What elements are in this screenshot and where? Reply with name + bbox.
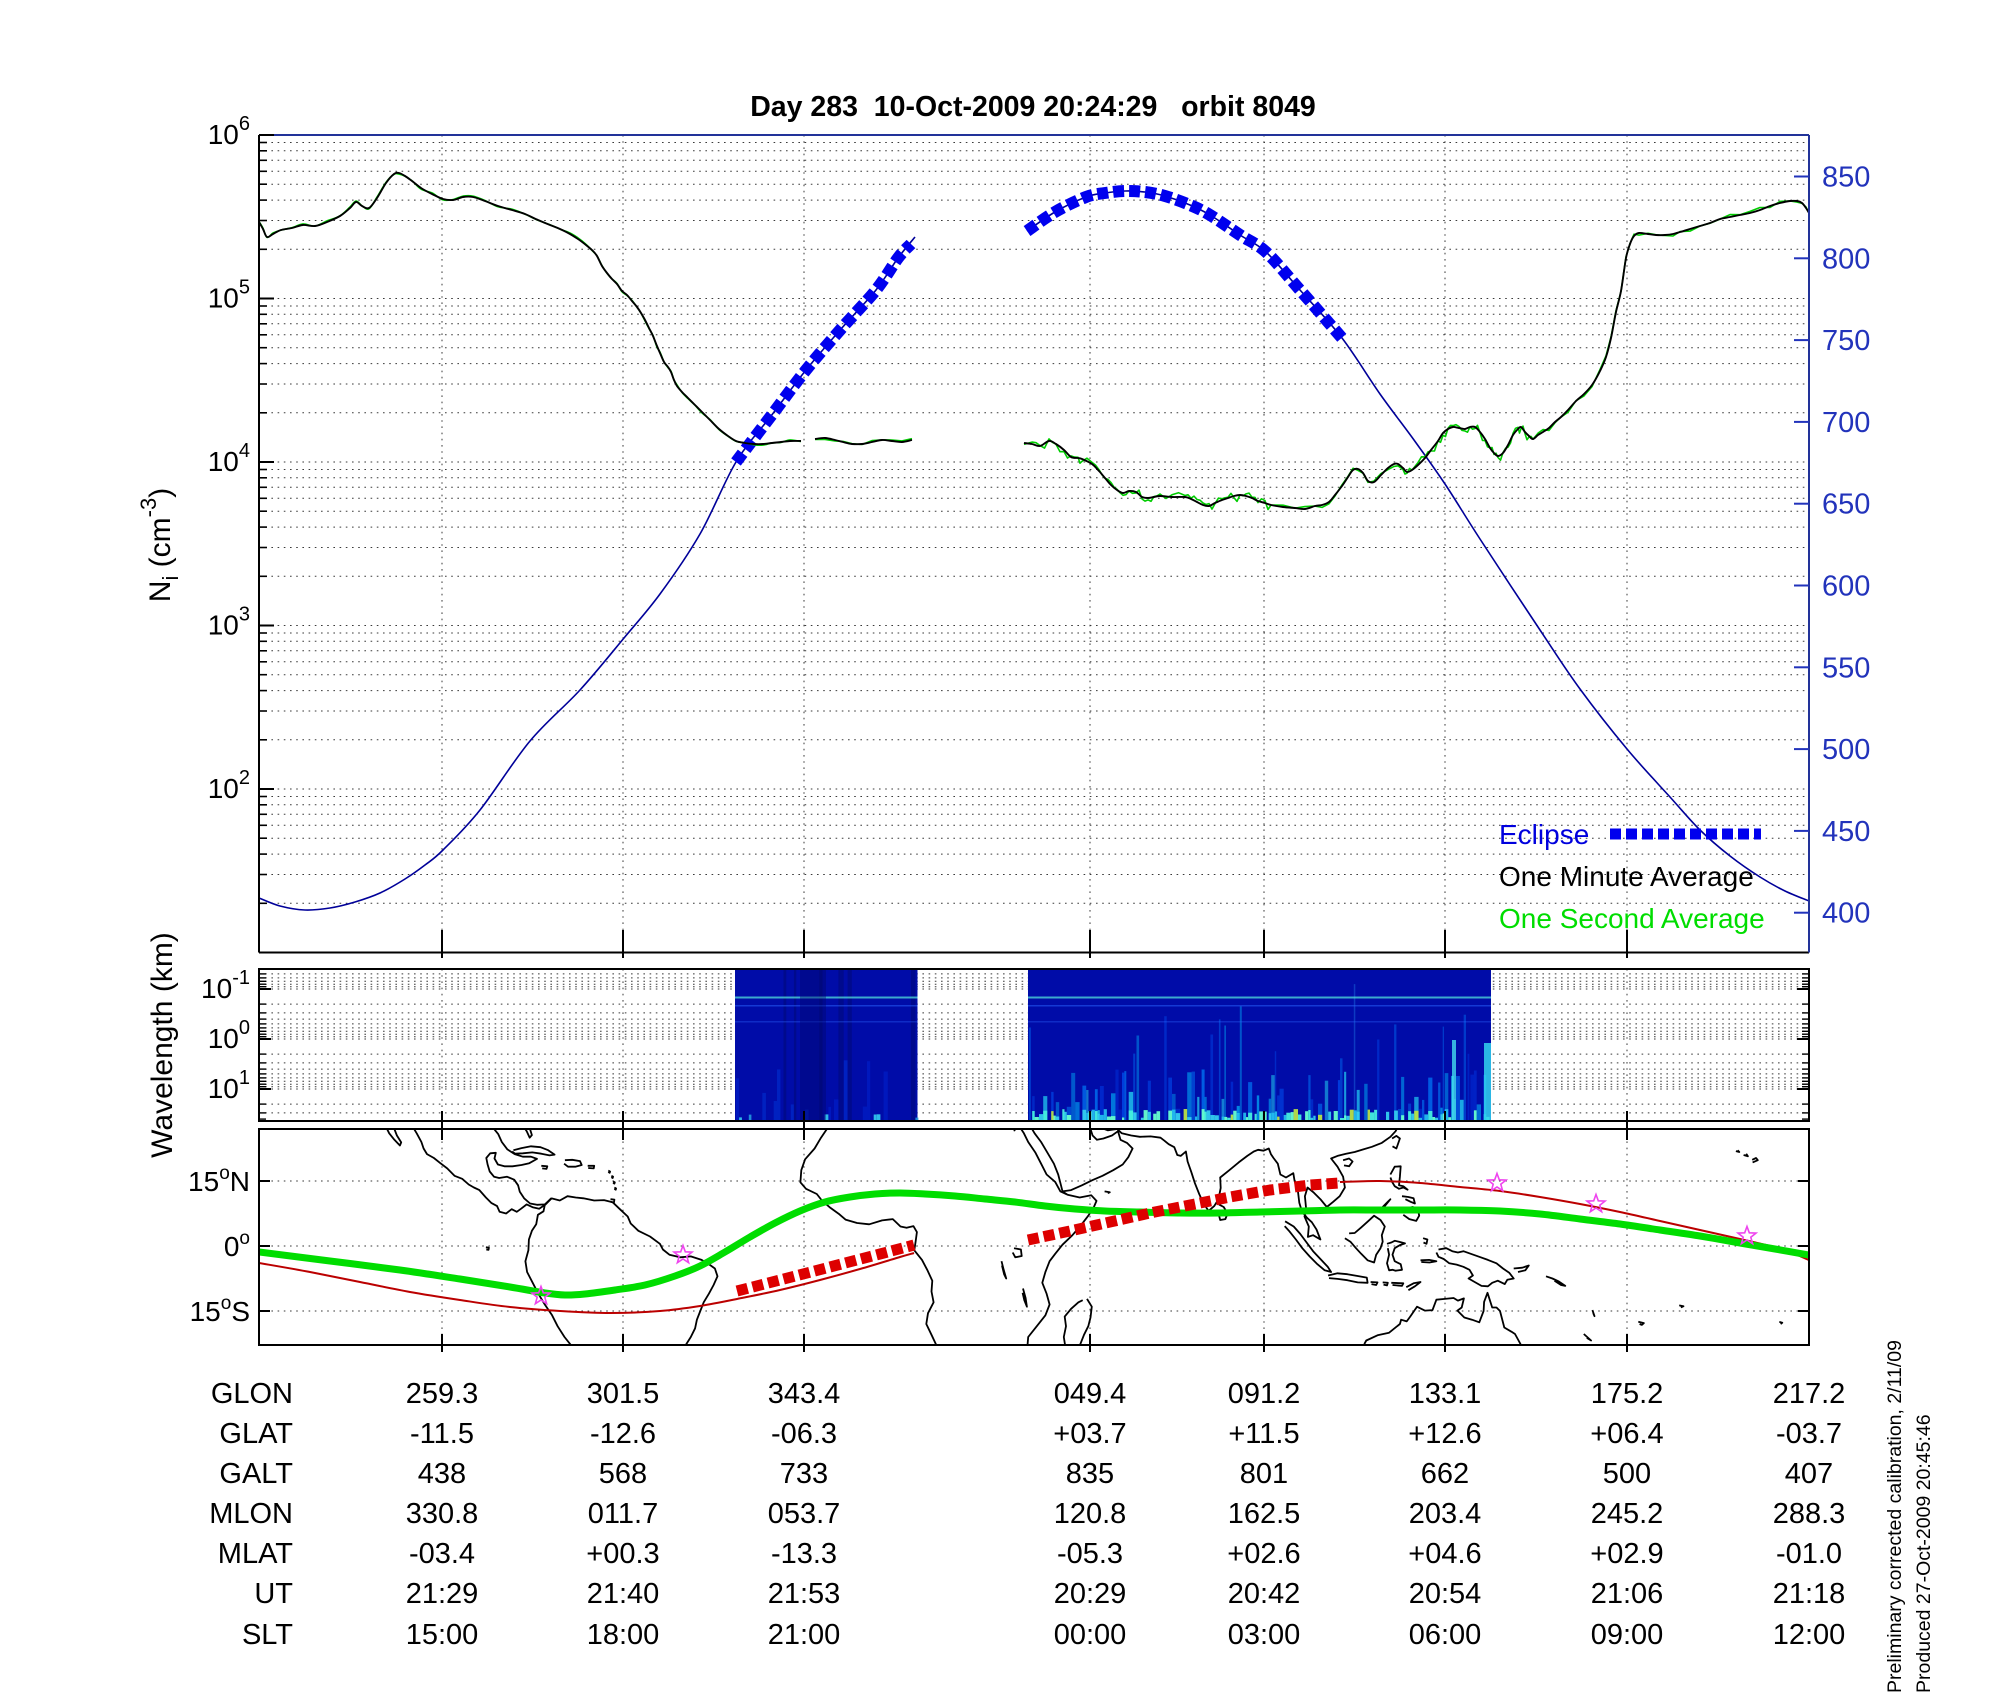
svg-text:21:00: 21:00 <box>768 1619 841 1651</box>
svg-text:650: 650 <box>1822 489 1870 521</box>
svg-text:SLT: SLT <box>242 1619 293 1651</box>
svg-text:-12.6: -12.6 <box>590 1418 656 1450</box>
svg-text:600: 600 <box>1822 571 1870 603</box>
svg-text:One Second Average: One Second Average <box>1499 903 1765 934</box>
svg-text:343.4: 343.4 <box>768 1378 841 1410</box>
svg-text:801: 801 <box>1240 1458 1288 1490</box>
svg-text:21:29: 21:29 <box>406 1578 479 1610</box>
svg-text:+11.5: +11.5 <box>1228 1418 1299 1450</box>
svg-text:+12.6: +12.6 <box>1408 1418 1481 1450</box>
svg-text:800: 800 <box>1822 243 1870 275</box>
svg-text:UT: UT <box>254 1578 293 1610</box>
svg-text:203.4: 203.4 <box>1409 1498 1482 1530</box>
svg-text:-13.3: -13.3 <box>771 1538 837 1570</box>
svg-text:850: 850 <box>1822 162 1870 194</box>
svg-text:550: 550 <box>1822 652 1870 684</box>
svg-text:011.7: 011.7 <box>588 1498 658 1530</box>
svg-text:288.3: 288.3 <box>1773 1498 1846 1530</box>
svg-text:09:00: 09:00 <box>1591 1619 1664 1651</box>
svg-text:103: 103 <box>208 604 250 641</box>
svg-text:053.7: 053.7 <box>768 1498 841 1530</box>
svg-text:330.8: 330.8 <box>406 1498 479 1530</box>
svg-text:450: 450 <box>1822 816 1870 848</box>
svg-text:+00.3: +00.3 <box>586 1538 659 1570</box>
svg-text:06:00: 06:00 <box>1409 1619 1482 1651</box>
svg-text:20:42: 20:42 <box>1228 1578 1301 1610</box>
svg-text:15:00: 15:00 <box>406 1619 479 1651</box>
svg-text:+06.4: +06.4 <box>1590 1418 1663 1450</box>
svg-text:091.2: 091.2 <box>1228 1378 1301 1410</box>
svg-text:One Minute Average: One Minute Average <box>1499 861 1754 892</box>
svg-text:500: 500 <box>1603 1458 1651 1490</box>
svg-text:+02.6: +02.6 <box>1227 1538 1300 1570</box>
svg-text:120.8: 120.8 <box>1054 1498 1127 1530</box>
svg-text:049.4: 049.4 <box>1054 1378 1127 1410</box>
svg-text:21:06: 21:06 <box>1591 1578 1664 1610</box>
svg-text:259.3: 259.3 <box>406 1378 479 1410</box>
svg-text:00:00: 00:00 <box>1054 1619 1127 1651</box>
svg-text:GLON: GLON <box>211 1378 293 1410</box>
svg-text:Produced 27-Oct-2009 20:45:46: Produced 27-Oct-2009 20:45:46 <box>1913 1414 1935 1693</box>
svg-text:20:54: 20:54 <box>1409 1578 1482 1610</box>
svg-text:MLAT: MLAT <box>218 1538 293 1570</box>
svg-text:245.2: 245.2 <box>1591 1498 1664 1530</box>
svg-text:MLON: MLON <box>209 1498 293 1530</box>
svg-text:217.2: 217.2 <box>1773 1378 1846 1410</box>
svg-text:-11.5: -11.5 <box>410 1418 474 1450</box>
svg-text:Day 283 10-Oct-2009 20:24:29: Day 283 10-Oct-2009 20:24:29 orbit 8049 <box>750 91 1316 123</box>
svg-text:301.5: 301.5 <box>587 1378 660 1410</box>
svg-text:GALT: GALT <box>219 1458 293 1490</box>
svg-text:-03.4: -03.4 <box>409 1538 475 1570</box>
svg-text:407: 407 <box>1785 1458 1833 1490</box>
svg-text:750: 750 <box>1822 325 1870 357</box>
svg-text:GLAT: GLAT <box>219 1418 293 1450</box>
svg-text:15oN: 15oN <box>188 1163 250 1197</box>
svg-text:-03.7: -03.7 <box>1776 1418 1842 1450</box>
svg-text:700: 700 <box>1822 407 1870 439</box>
svg-text:102: 102 <box>208 767 250 804</box>
svg-text:175.2: 175.2 <box>1591 1378 1664 1410</box>
svg-text:03:00: 03:00 <box>1228 1619 1301 1651</box>
svg-text:568: 568 <box>599 1458 647 1490</box>
svg-text:733: 733 <box>780 1458 828 1490</box>
svg-text:21:40: 21:40 <box>587 1578 660 1610</box>
svg-text:162.5: 162.5 <box>1228 1498 1301 1530</box>
svg-text:-06.3: -06.3 <box>771 1418 837 1450</box>
svg-text:+04.6: +04.6 <box>1408 1538 1481 1570</box>
svg-text:Eclipse: Eclipse <box>1499 819 1589 850</box>
svg-text:-05.3: -05.3 <box>1057 1538 1123 1570</box>
svg-text:400: 400 <box>1822 898 1870 930</box>
svg-text:15oS: 15oS <box>190 1293 250 1327</box>
svg-text:662: 662 <box>1421 1458 1469 1490</box>
svg-text:21:18: 21:18 <box>1773 1578 1846 1610</box>
svg-text:-01.0: -01.0 <box>1776 1538 1842 1570</box>
svg-text:133.1: 133.1 <box>1409 1378 1482 1410</box>
svg-text:438: 438 <box>418 1458 466 1490</box>
svg-text:835: 835 <box>1066 1458 1114 1490</box>
svg-text:20:29: 20:29 <box>1054 1578 1127 1610</box>
svg-text:+02.9: +02.9 <box>1590 1538 1663 1570</box>
svg-text:+03.7: +03.7 <box>1053 1418 1126 1450</box>
svg-text:500: 500 <box>1822 734 1870 766</box>
svg-text:Preliminary corrected calibrat: Preliminary corrected calibration, 2/11/… <box>1884 1340 1906 1693</box>
svg-text:18:00: 18:00 <box>587 1619 660 1651</box>
svg-text:Wavelength (km): Wavelength (km) <box>146 932 179 1158</box>
svg-text:21:53: 21:53 <box>768 1578 841 1610</box>
svg-text:12:00: 12:00 <box>1773 1619 1846 1651</box>
